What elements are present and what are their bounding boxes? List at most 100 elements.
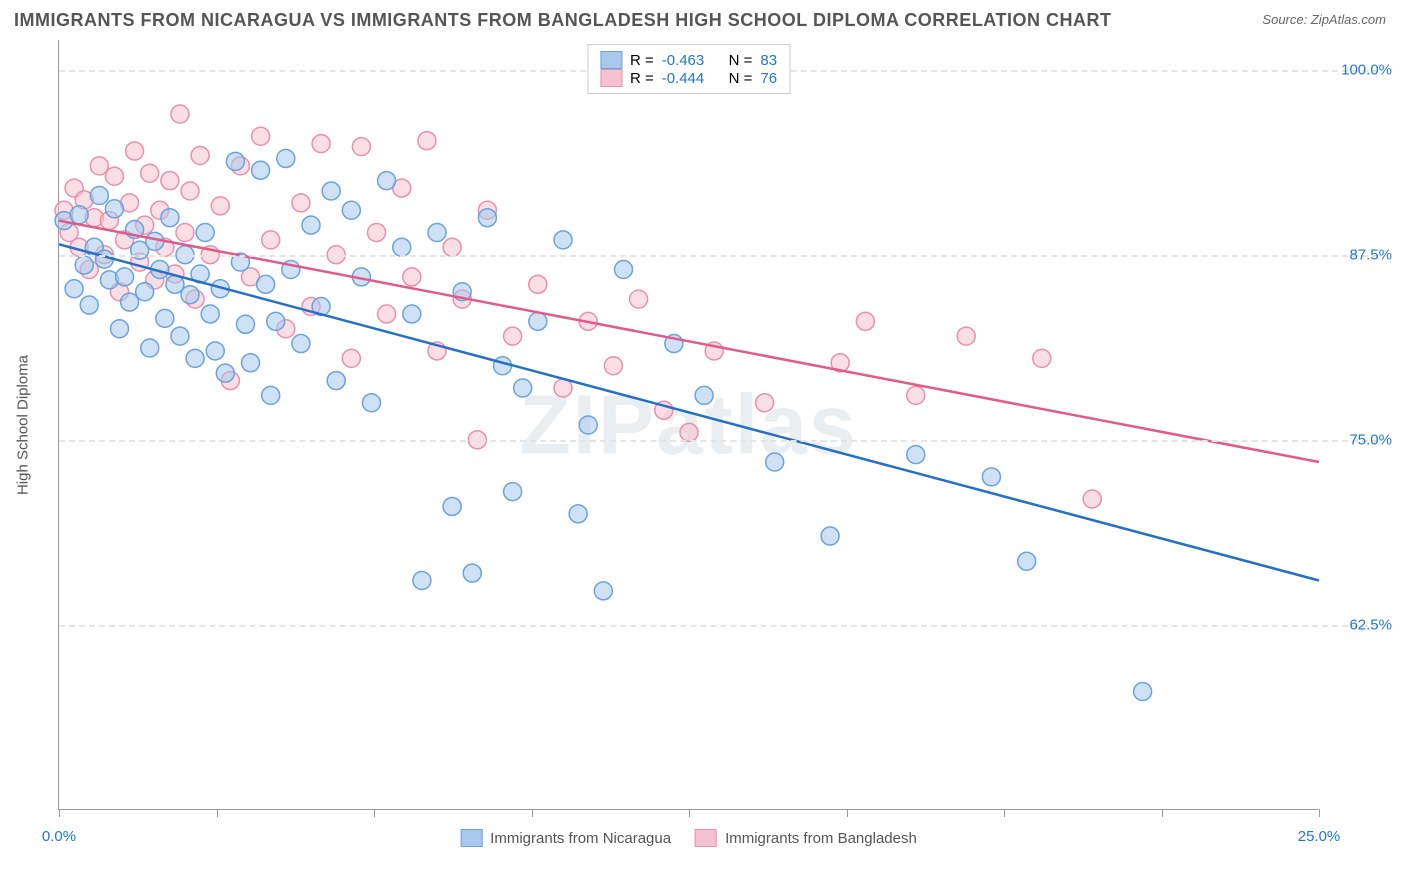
x-tick-label: 0.0%: [42, 828, 76, 845]
scatter-point: [443, 497, 461, 515]
scatter-point: [136, 283, 154, 301]
scatter-point: [504, 483, 522, 501]
scatter-point: [201, 305, 219, 323]
scatter-point: [342, 201, 360, 219]
scatter-point: [630, 290, 648, 308]
scatter-point: [70, 206, 88, 224]
scatter-point: [292, 194, 310, 212]
chart-title: IMMIGRANTS FROM NICARAGUA VS IMMIGRANTS …: [14, 10, 1111, 31]
x-tick: [847, 809, 848, 817]
scatter-point: [236, 315, 254, 333]
scatter-point: [252, 161, 270, 179]
scatter-point: [161, 172, 179, 190]
scatter-point: [393, 238, 411, 256]
scatter-point: [529, 312, 547, 330]
scatter-point: [352, 138, 370, 156]
scatter-point: [262, 386, 280, 404]
scatter-point: [478, 209, 496, 227]
scatter-point: [494, 357, 512, 375]
n-value-2: 76: [760, 70, 777, 87]
scatter-point: [171, 327, 189, 345]
scatter-point: [695, 386, 713, 404]
scatter-point: [342, 349, 360, 367]
source-value: ZipAtlas.com: [1311, 12, 1386, 27]
scatter-point: [156, 309, 174, 327]
scatter-point: [504, 327, 522, 345]
scatter-point: [186, 349, 204, 367]
x-tick: [217, 809, 218, 817]
scatter-point: [403, 305, 421, 323]
scatter-point: [614, 261, 632, 279]
scatter-point: [302, 216, 320, 234]
scatter-point: [413, 571, 431, 589]
scatter-point: [403, 268, 421, 286]
legend-stats-row-1: R = -0.463 N = 83: [600, 51, 777, 69]
y-tick-label: 75.0%: [1349, 431, 1392, 448]
grid-line: [59, 440, 1378, 442]
y-tick-label: 62.5%: [1349, 616, 1392, 633]
scatter-point: [216, 364, 234, 382]
scatter-point: [1033, 349, 1051, 367]
scatter-point: [90, 186, 108, 204]
legend-stats: R = -0.463 N = 83 R = -0.444 N = 76: [587, 44, 790, 94]
scatter-point: [267, 312, 285, 330]
scatter-point: [226, 152, 244, 170]
scatter-point: [105, 167, 123, 185]
chart-container: IMMIGRANTS FROM NICARAGUA VS IMMIGRANTS …: [0, 0, 1406, 892]
scatter-point: [322, 182, 340, 200]
scatter-point: [196, 224, 214, 242]
legend-series-swatch-1: [460, 829, 482, 847]
grid-line: [59, 625, 1378, 627]
scatter-point: [579, 416, 597, 434]
scatter-point: [292, 335, 310, 353]
n-value-1: 83: [760, 52, 777, 69]
x-tick: [689, 809, 690, 817]
scatter-point: [75, 256, 93, 274]
scatter-point: [126, 142, 144, 160]
scatter-point: [262, 231, 280, 249]
y-tick-label: 100.0%: [1341, 61, 1392, 78]
scatter-point: [1018, 552, 1036, 570]
scatter-point: [141, 164, 159, 182]
scatter-point: [368, 224, 386, 242]
scatter-point: [378, 172, 396, 190]
scatter-point: [171, 105, 189, 123]
x-tick-label: 25.0%: [1298, 828, 1341, 845]
legend-swatch-1: [600, 51, 622, 69]
scatter-point: [554, 231, 572, 249]
x-tick: [1004, 809, 1005, 817]
legend-series-item-2: Immigrants from Bangladesh: [695, 829, 917, 847]
scatter-point: [1083, 490, 1101, 508]
x-tick: [1162, 809, 1163, 817]
scatter-point: [277, 149, 295, 167]
scatter-point: [110, 320, 128, 338]
x-tick: [59, 809, 60, 817]
scatter-point: [766, 453, 784, 471]
scatter-point: [181, 182, 199, 200]
scatter-point: [463, 564, 481, 582]
scatter-point: [443, 238, 461, 256]
source-attribution: Source: ZipAtlas.com: [1262, 12, 1386, 27]
scatter-point: [957, 327, 975, 345]
scatter-point: [257, 275, 275, 293]
x-tick: [1319, 809, 1320, 817]
scatter-point: [80, 296, 98, 314]
legend-series-label-1: Immigrants from Nicaragua: [490, 830, 671, 847]
scatter-point: [327, 372, 345, 390]
grid-line: [59, 255, 1378, 257]
plot-svg: [59, 40, 1318, 809]
legend-series-label-2: Immigrants from Bangladesh: [725, 830, 917, 847]
scatter-point: [176, 224, 194, 242]
legend-series: Immigrants from Nicaragua Immigrants fro…: [460, 829, 917, 847]
y-tick-label: 87.5%: [1349, 246, 1392, 263]
scatter-point: [821, 527, 839, 545]
n-label-2: N =: [729, 70, 753, 87]
scatter-point: [362, 394, 380, 412]
r-value-1: -0.463: [662, 52, 705, 69]
scatter-point: [756, 394, 774, 412]
scatter-point: [191, 147, 209, 165]
scatter-point: [242, 354, 260, 372]
n-label-1: N =: [729, 52, 753, 69]
r-value-2: -0.444: [662, 70, 705, 87]
scatter-point: [569, 505, 587, 523]
